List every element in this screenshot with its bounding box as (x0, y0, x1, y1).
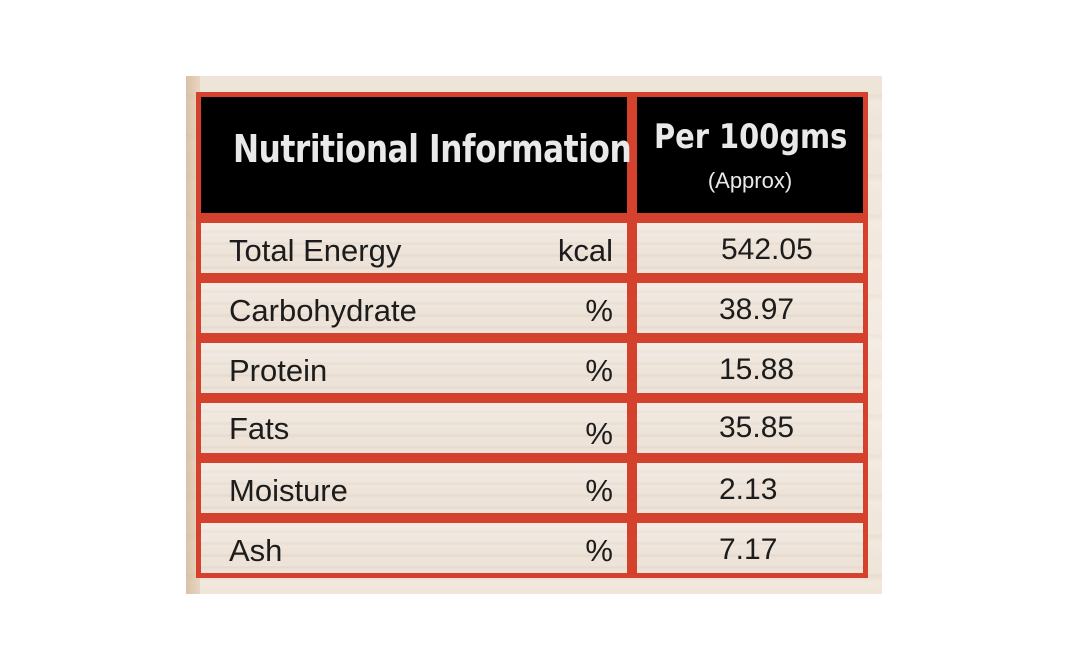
table-title: Nutritional Information (233, 127, 632, 171)
table-row-value-cell: 15.88 (632, 338, 868, 398)
table-row-label-cell: Ash % (196, 518, 632, 578)
nutrient-name: Protein (229, 353, 328, 388)
nutrient-name: Ash (229, 533, 283, 568)
approx-label: (Approx) (707, 168, 793, 193)
nutrient-unit: % (585, 533, 613, 568)
nutrient-unit: % (585, 416, 613, 451)
nutrient-value: 2.13 (719, 473, 778, 506)
nutrient-name: Fats (229, 411, 290, 446)
table-row-label-cell: Total Energy kcal (196, 218, 632, 278)
header-title-cell: Nutritional Information (196, 92, 632, 218)
per-serving-label: Per 100gms (653, 117, 848, 157)
table-row-label-cell: Protein % (196, 338, 632, 398)
table-row-label-cell: Moisture % (196, 458, 632, 518)
header-per-cell: Per 100gms (Approx) (632, 92, 868, 218)
table-row-value-cell: 7.17 (632, 518, 868, 578)
nutrient-value: 35.85 (719, 411, 795, 444)
table-row-value-cell: 35.85 (632, 398, 868, 458)
table-row-value-cell: 542.05 (632, 218, 868, 278)
nutrient-unit: % (585, 293, 613, 328)
table-row-value-cell: 2.13 (632, 458, 868, 518)
nutrient-value: 38.97 (719, 293, 795, 326)
nutrient-unit: % (585, 353, 613, 388)
nutrient-name: Total Energy (229, 233, 402, 268)
nutrient-value: 15.88 (719, 353, 795, 386)
nutrient-name: Carbohydrate (229, 293, 417, 328)
nutrient-name: Moisture (229, 473, 348, 508)
nutrient-value: 542.05 (721, 233, 813, 266)
nutrient-value: 7.17 (719, 533, 778, 566)
nutrient-unit: % (585, 473, 613, 508)
table-row-value-cell: 38.97 (632, 278, 868, 338)
table-row-label-cell: Fats % (196, 398, 632, 458)
nutrient-unit: kcal (557, 233, 613, 268)
table-row-label-cell: Carbohydrate % (196, 278, 632, 338)
